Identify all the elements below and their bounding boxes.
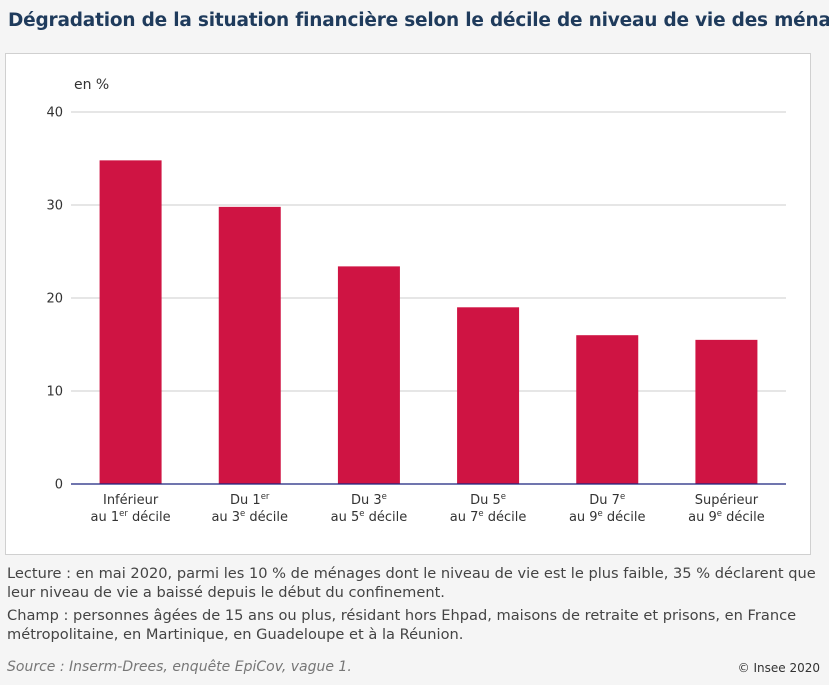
bar-2 <box>218 206 281 485</box>
notes: Lecture : en mai 2020, parmi les 10 % de… <box>7 565 825 649</box>
bar-chart: en % 0 10 20 30 40 Inférieur au 1er décile Du 1e… <box>46 77 786 525</box>
bar-3 <box>337 266 400 484</box>
lecture-note: Lecture : en mai 2020, parmi les 10 % de… <box>7 565 816 601</box>
y-tick-label-30: 30 <box>46 199 63 214</box>
bar-1 <box>99 160 162 485</box>
bar-6 <box>695 339 758 484</box>
chart-title: Dégradation de la situation financière s… <box>8 10 829 31</box>
x-category-label-6: Supérieur au 9e décile <box>688 493 765 525</box>
y-tick-label-0: 0 <box>55 478 63 493</box>
bar-4 <box>457 307 520 484</box>
y-tick-label-10: 10 <box>46 385 63 400</box>
x-category-label-3: Du 3e au 5e décile <box>331 492 408 525</box>
x-category-label-2: Du 1er au 3e décile <box>211 492 288 525</box>
chart-area: en % 0 10 20 30 40 Inférieur au 1er décile Du 1e… <box>5 53 811 555</box>
x-category-label-4: Du 5e au 7e décile <box>450 492 527 525</box>
x-category-label-5: Du 7e au 9e décile <box>569 492 646 525</box>
y-tick-label-20: 20 <box>46 292 63 307</box>
source-note: Source : Inserm-Drees, enquête EpiCov, v… <box>7 659 352 675</box>
y-axis-unit-label: en % <box>74 77 109 93</box>
bar-5 <box>576 335 639 484</box>
copyright: © Insee 2020 <box>737 661 820 675</box>
y-tick-label-40: 40 <box>46 106 63 121</box>
champ-note: Champ : personnes âgées de 15 ans ou plu… <box>7 607 797 643</box>
x-category-label-1: Inférieur au 1er décile <box>91 493 171 525</box>
